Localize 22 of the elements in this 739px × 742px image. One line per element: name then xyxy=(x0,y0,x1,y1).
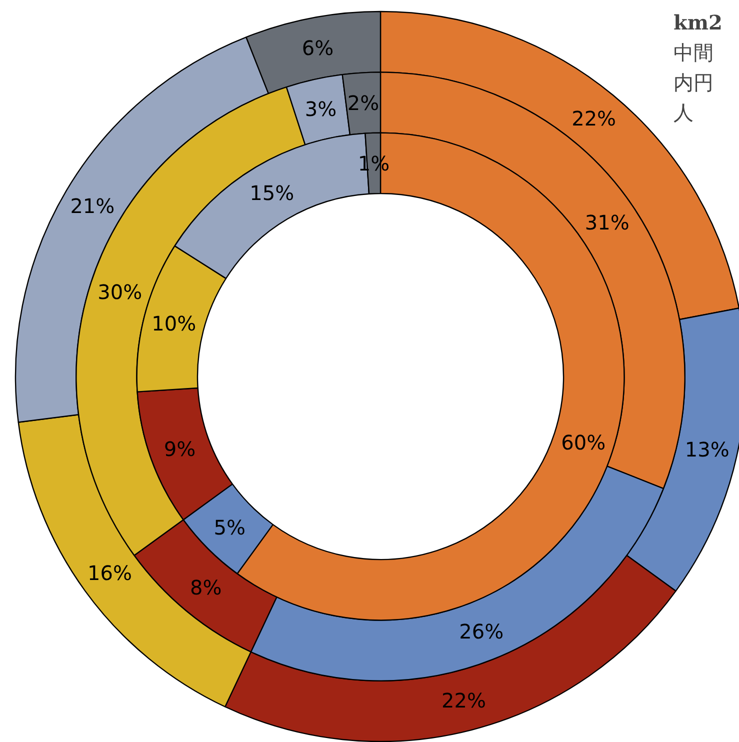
data-label: 5% xyxy=(214,515,246,540)
data-label: 26% xyxy=(459,619,504,644)
data-label: 8% xyxy=(190,576,222,600)
data-label: 31% xyxy=(584,210,630,234)
data-label: 30% xyxy=(98,280,142,304)
data-label: 13% xyxy=(684,438,730,462)
data-label: 21% xyxy=(70,194,115,218)
data-label: 6% xyxy=(302,36,334,60)
data-label: 60% xyxy=(561,430,606,454)
data-label: 10% xyxy=(152,311,196,336)
data-label: 2% xyxy=(347,91,380,116)
text: 内円 xyxy=(674,70,714,94)
data-label: 1% xyxy=(358,151,390,176)
data-label: 22% xyxy=(442,688,486,713)
text: 中間 xyxy=(674,40,714,64)
data-label: 15% xyxy=(250,180,294,205)
data-label: 16% xyxy=(88,561,132,586)
data-label: 3% xyxy=(304,97,337,122)
data-label: 22% xyxy=(572,106,616,131)
data-label: 9% xyxy=(164,436,196,461)
chart-title: km2 xyxy=(674,10,722,34)
text: 人 xyxy=(674,100,694,124)
